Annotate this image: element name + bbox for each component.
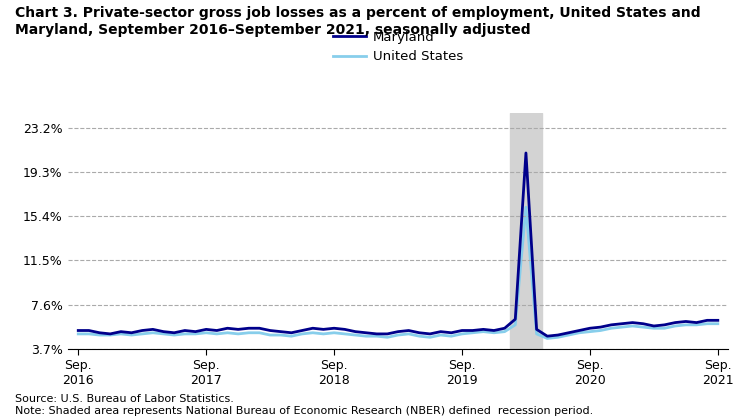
United States	[74, 331, 83, 336]
United States	[223, 330, 232, 335]
Line: United States: United States	[78, 207, 718, 339]
Maryland	[415, 330, 424, 335]
Maryland	[457, 328, 466, 333]
Maryland	[297, 328, 306, 333]
United States	[297, 331, 306, 336]
Maryland	[650, 323, 659, 328]
United States	[713, 321, 722, 326]
Text: Note: Shaded area represents National Bureau of Economic Research (NBER) defined: Note: Shaded area represents National Bu…	[15, 406, 593, 416]
Line: Maryland: Maryland	[78, 153, 718, 336]
Bar	[510, 113, 542, 349]
United States	[202, 330, 211, 335]
Legend: Maryland, United States: Maryland, United States	[333, 31, 463, 63]
Maryland	[543, 333, 552, 339]
Maryland	[713, 318, 722, 323]
Maryland	[202, 327, 211, 332]
Maryland	[521, 150, 530, 155]
Maryland	[74, 328, 83, 333]
Text: Source: U.S. Bureau of Labor Statistics.: Source: U.S. Bureau of Labor Statistics.	[15, 394, 234, 404]
Maryland	[223, 326, 232, 331]
United States	[415, 333, 424, 339]
Text: Maryland, September 2016–September 2021, seasonally adjusted: Maryland, September 2016–September 2021,…	[15, 23, 531, 37]
United States	[521, 205, 530, 210]
United States	[457, 331, 466, 336]
United States	[650, 326, 659, 331]
United States	[543, 336, 552, 341]
Text: Chart 3. Private-sector gross job losses as a percent of employment, United Stat: Chart 3. Private-sector gross job losses…	[15, 6, 701, 20]
